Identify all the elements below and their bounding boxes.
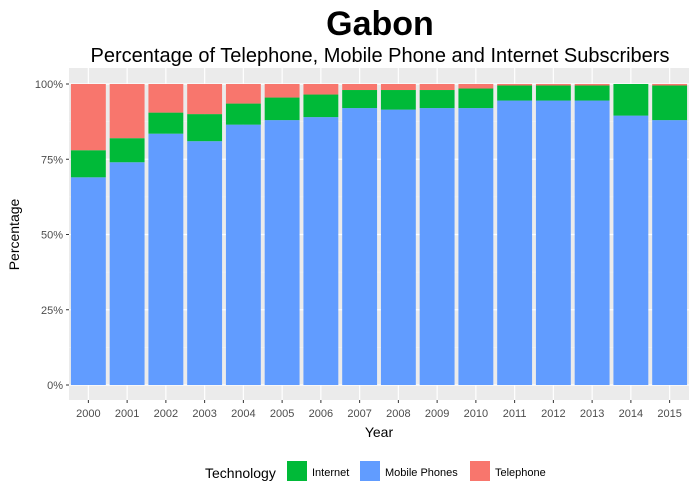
bar-internet bbox=[225, 103, 261, 125]
legend-title: Technology bbox=[205, 465, 276, 481]
bar-mobile-phones bbox=[652, 120, 688, 386]
bar-mobile-phones bbox=[613, 115, 649, 385]
bar-telephone bbox=[70, 84, 106, 151]
x-tick-label: 2015 bbox=[657, 408, 681, 420]
bar-internet bbox=[342, 90, 378, 109]
bar-internet bbox=[303, 94, 339, 118]
y-tick-label: 100% bbox=[35, 79, 63, 91]
x-tick-label: 2003 bbox=[192, 408, 216, 420]
bar-internet bbox=[458, 88, 494, 109]
x-tick-label: 2007 bbox=[347, 408, 371, 420]
bar-mobile-phones bbox=[342, 108, 378, 385]
x-tick-label: 2014 bbox=[619, 408, 643, 420]
bar-internet bbox=[187, 114, 223, 142]
legend-label: Mobile Phones bbox=[385, 467, 458, 479]
x-tick-label: 2001 bbox=[115, 408, 139, 420]
bar-telephone bbox=[264, 84, 300, 98]
bar-mobile-phones bbox=[187, 141, 223, 385]
bar-mobile-phones bbox=[419, 108, 455, 385]
bar-internet bbox=[497, 85, 533, 101]
bar-internet bbox=[109, 138, 145, 163]
legend-key-telephone bbox=[470, 461, 490, 481]
x-tick-label: 2002 bbox=[154, 408, 178, 420]
chart-subtitle: Percentage of Telephone, Mobile Phone an… bbox=[91, 45, 670, 67]
legend-key-mobile-phones bbox=[360, 461, 380, 481]
y-tick-label: 50% bbox=[41, 230, 63, 242]
bar-telephone bbox=[342, 84, 378, 91]
x-tick-label: 2013 bbox=[580, 408, 604, 420]
bar-internet bbox=[419, 90, 455, 109]
bar-mobile-phones bbox=[574, 100, 610, 386]
bar-telephone bbox=[148, 84, 184, 113]
bar-telephone bbox=[225, 84, 261, 104]
bar-mobile-phones bbox=[225, 124, 261, 385]
x-tick-label: 2006 bbox=[309, 408, 333, 420]
bar-telephone bbox=[458, 84, 494, 89]
bar-mobile-phones bbox=[380, 109, 416, 386]
bar-mobile-phones bbox=[458, 108, 494, 385]
x-tick-label: 2011 bbox=[503, 408, 527, 420]
x-tick-label: 2010 bbox=[464, 408, 488, 420]
x-tick-label: 2008 bbox=[386, 408, 410, 420]
x-tick-label: 2009 bbox=[425, 408, 449, 420]
bar-internet bbox=[574, 85, 610, 101]
bar-telephone bbox=[187, 84, 223, 115]
bar-telephone bbox=[497, 84, 533, 86]
bar-internet bbox=[148, 112, 184, 134]
legend-key-internet bbox=[287, 461, 307, 481]
y-axis-title: Percentage bbox=[6, 198, 22, 270]
bar-internet bbox=[264, 97, 300, 121]
bar-telephone bbox=[652, 84, 688, 86]
bar-mobile-phones bbox=[148, 133, 184, 385]
bar-mobile-phones bbox=[264, 120, 300, 386]
chart-title: Gabon bbox=[326, 5, 434, 43]
bar-telephone bbox=[574, 84, 610, 86]
bar-mobile-phones bbox=[303, 117, 339, 386]
x-tick-label: 2000 bbox=[76, 408, 100, 420]
bar-internet bbox=[70, 150, 106, 178]
legend-label: Internet bbox=[312, 467, 349, 479]
bar-mobile-phones bbox=[497, 100, 533, 386]
bar-mobile-phones bbox=[70, 177, 106, 385]
bar-internet bbox=[380, 90, 416, 110]
bar-telephone bbox=[380, 84, 416, 91]
x-tick-label: 2005 bbox=[270, 408, 294, 420]
bar-internet bbox=[535, 85, 571, 101]
bar-internet bbox=[613, 84, 649, 116]
bar-telephone bbox=[535, 84, 571, 86]
x-tick-label: 2004 bbox=[231, 408, 255, 420]
y-tick-label: 75% bbox=[41, 154, 63, 166]
y-tick-label: 25% bbox=[41, 305, 63, 317]
x-axis-title: Year bbox=[365, 424, 394, 440]
bar-mobile-phones bbox=[535, 100, 571, 386]
y-tick-label: 0% bbox=[47, 380, 63, 392]
bar-telephone bbox=[303, 84, 339, 95]
bar-mobile-phones bbox=[109, 162, 145, 385]
bar-telephone bbox=[419, 84, 455, 91]
bar-internet bbox=[652, 85, 688, 121]
bar-telephone bbox=[109, 84, 145, 139]
legend-label: Telephone bbox=[495, 467, 546, 479]
x-tick-label: 2012 bbox=[541, 408, 565, 420]
